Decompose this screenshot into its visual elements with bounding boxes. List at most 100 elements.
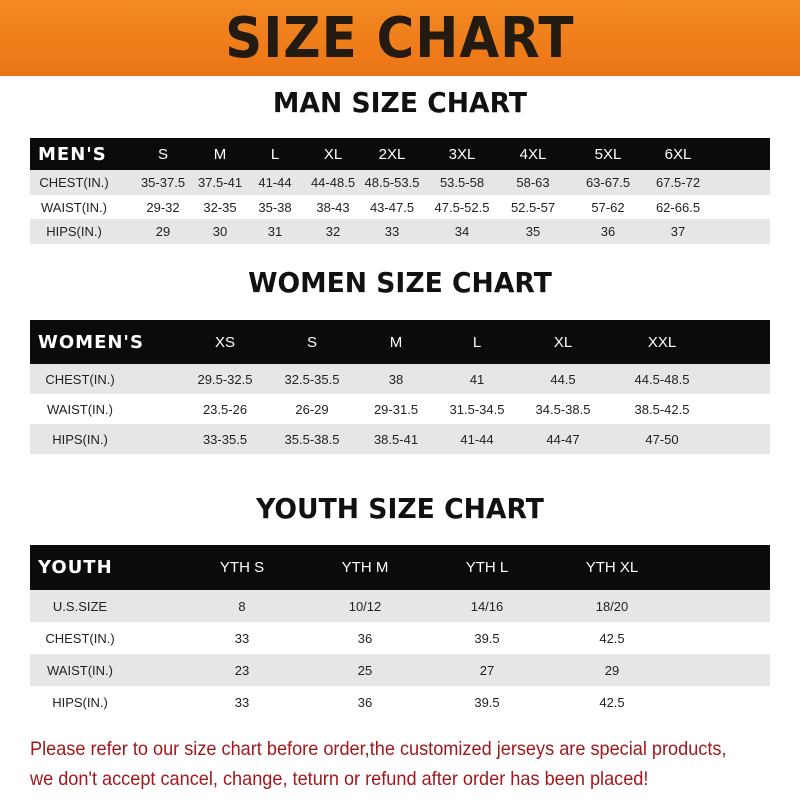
table-cell: 29.5-32.5 xyxy=(197,371,253,387)
note-line: Please refer to our size chart before or… xyxy=(30,738,727,760)
table-cell: 37 xyxy=(670,224,686,239)
table-row: CHEST(IN.) 29.5-32.5 32.5-35.5 38 41 44.5 44.5… xyxy=(30,364,770,394)
table-cell: 62-66.5 xyxy=(655,199,701,215)
table-cell: 32.5-35.5 xyxy=(284,371,340,387)
order-policy-note: Please refer to our size chart before or… xyxy=(30,734,746,794)
table-row: HIPS(IN.) 33 36 39.5 42.5 xyxy=(30,686,770,718)
table-cell: 58-63 xyxy=(516,175,550,190)
table-cell: 44.5-48.5 xyxy=(634,371,690,387)
table-row: CHEST(IN.) 33 36 39.5 42.5 xyxy=(30,622,770,654)
youth-size-table: YOUTH YTH S YTH M YTH L YTH XL U.S.SIZE 8 10/12… xyxy=(30,545,770,718)
table-row: WAIST(IN.) 23 25 27 29 xyxy=(30,654,770,686)
row-label: CHEST(IN.) xyxy=(45,630,115,646)
table-cell: 44.5 xyxy=(550,371,576,387)
table-cell: 29 xyxy=(155,224,171,239)
table-header-label: WOMEN'S xyxy=(38,331,144,353)
table-cell: 44-48.5 xyxy=(310,175,356,190)
table-cell: 33 xyxy=(234,630,250,646)
table-cell: 23 xyxy=(234,662,250,678)
size-header: XXL xyxy=(647,333,677,351)
table-cell: 38 xyxy=(388,371,404,387)
size-chart-banner: SIZE CHART xyxy=(0,0,800,76)
table-cell: 37.5-41 xyxy=(197,175,243,190)
table-cell: 36 xyxy=(600,224,616,239)
table-cell: 39.5 xyxy=(474,694,500,710)
size-header: XL xyxy=(553,333,573,351)
table-cell: 38-43 xyxy=(316,199,350,215)
table-cell: 31.5-34.5 xyxy=(449,401,505,417)
table-cell: 32 xyxy=(325,224,341,239)
row-label: WAIST(IN.) xyxy=(47,401,113,417)
table-cell: 42.5 xyxy=(599,694,625,710)
women-section-title: WOMEN SIZE CHART xyxy=(248,266,552,299)
size-header: L xyxy=(270,145,280,163)
table-row: HIPS(IN.) 33-35.5 35.5-38.5 38.5-41 41-44 44-… xyxy=(30,424,770,454)
table-row: HIPS(IN.) 29 30 31 32 33 34 35 36 37 xyxy=(30,219,770,244)
table-cell: 47-50 xyxy=(645,431,679,447)
table-cell: 41-44 xyxy=(460,431,494,447)
table-cell: 33 xyxy=(384,224,400,239)
size-header: 6XL xyxy=(664,145,692,163)
table-cell: 29 xyxy=(604,662,620,678)
row-label: WAIST(IN.) xyxy=(41,199,107,215)
table-cell: 57-62 xyxy=(591,199,625,215)
row-label: U.S.SIZE xyxy=(52,598,108,614)
table-row: U.S.SIZE 8 10/12 14/16 18/20 xyxy=(30,590,770,622)
row-label: HIPS(IN.) xyxy=(46,224,102,239)
size-header: S xyxy=(306,333,318,351)
size-header: S xyxy=(157,145,169,163)
table-header-row: WOMEN'S XS S M L XL XXL xyxy=(30,320,770,364)
size-header: 2XL xyxy=(378,145,406,163)
size-header: YTH S xyxy=(219,559,265,576)
table-cell: 41 xyxy=(469,371,485,387)
table-cell: 47.5-52.5 xyxy=(434,199,490,215)
row-label: HIPS(IN.) xyxy=(52,694,108,710)
table-cell: 30 xyxy=(212,224,228,239)
banner-title: SIZE CHART xyxy=(225,5,575,71)
men-section-title: MAN SIZE CHART xyxy=(272,86,528,119)
row-label: WAIST(IN.) xyxy=(47,662,113,678)
note-line: we don't accept cancel, change, teturn o… xyxy=(30,768,649,790)
table-cell: 34 xyxy=(454,224,470,239)
table-cell: 35-37.5 xyxy=(140,175,186,190)
row-label: CHEST(IN.) xyxy=(45,371,115,387)
table-cell: 44-47 xyxy=(546,431,580,447)
table-cell: 43-47.5 xyxy=(369,199,415,215)
table-cell: 38.5-42.5 xyxy=(634,401,690,417)
row-label: CHEST(IN.) xyxy=(39,175,109,190)
table-cell: 14/16 xyxy=(470,598,504,614)
women-size-table: WOMEN'S XS S M L XL XXL CHEST(IN.) 29.5-32.5 32.5… xyxy=(30,320,770,454)
size-header: YTH XL xyxy=(585,559,639,576)
table-cell: 10/12 xyxy=(348,598,382,614)
size-header: YTH M xyxy=(341,559,389,576)
size-header: 4XL xyxy=(519,145,547,163)
table-cell: 63-67.5 xyxy=(585,175,631,190)
table-cell: 29-32 xyxy=(146,199,180,215)
table-header-label: YOUTH xyxy=(38,557,113,578)
table-cell: 26-29 xyxy=(295,401,329,417)
size-header: 5XL xyxy=(594,145,622,163)
size-header: XS xyxy=(214,333,236,351)
table-row: WAIST(IN.) 23.5-26 26-29 29-31.5 31.5-34.5 34… xyxy=(30,394,770,424)
size-header: YTH L xyxy=(465,559,509,576)
table-cell: 29-31.5 xyxy=(373,401,419,417)
table-cell: 52.5-57 xyxy=(510,199,556,215)
table-cell: 23.5-26 xyxy=(202,401,248,417)
table-cell: 53.5-58 xyxy=(439,175,485,190)
size-header: XL xyxy=(323,145,343,163)
table-cell: 25 xyxy=(357,662,373,678)
size-header: L xyxy=(472,333,482,351)
table-cell: 48.5-53.5 xyxy=(364,175,420,190)
row-label: HIPS(IN.) xyxy=(52,431,108,447)
table-cell: 41-44 xyxy=(258,175,292,190)
table-row: CHEST(IN.) 35-37.5 37.5-41 41-44 44-48.5 48.5… xyxy=(30,170,770,195)
table-header-row: MEN'S S M L XL 2XL 3XL 4XL 5XL 6XL xyxy=(30,138,770,170)
table-row: WAIST(IN.) 29-32 32-35 35-38 38-43 43-47.5 47.… xyxy=(30,195,770,219)
table-header-label: MEN'S xyxy=(38,143,107,165)
table-cell: 36 xyxy=(357,630,373,646)
table-cell: 31 xyxy=(267,224,283,239)
size-header: M xyxy=(389,333,403,351)
table-cell: 8 xyxy=(238,598,246,614)
table-cell: 33-35.5 xyxy=(202,431,248,447)
size-header: 3XL xyxy=(448,145,476,163)
